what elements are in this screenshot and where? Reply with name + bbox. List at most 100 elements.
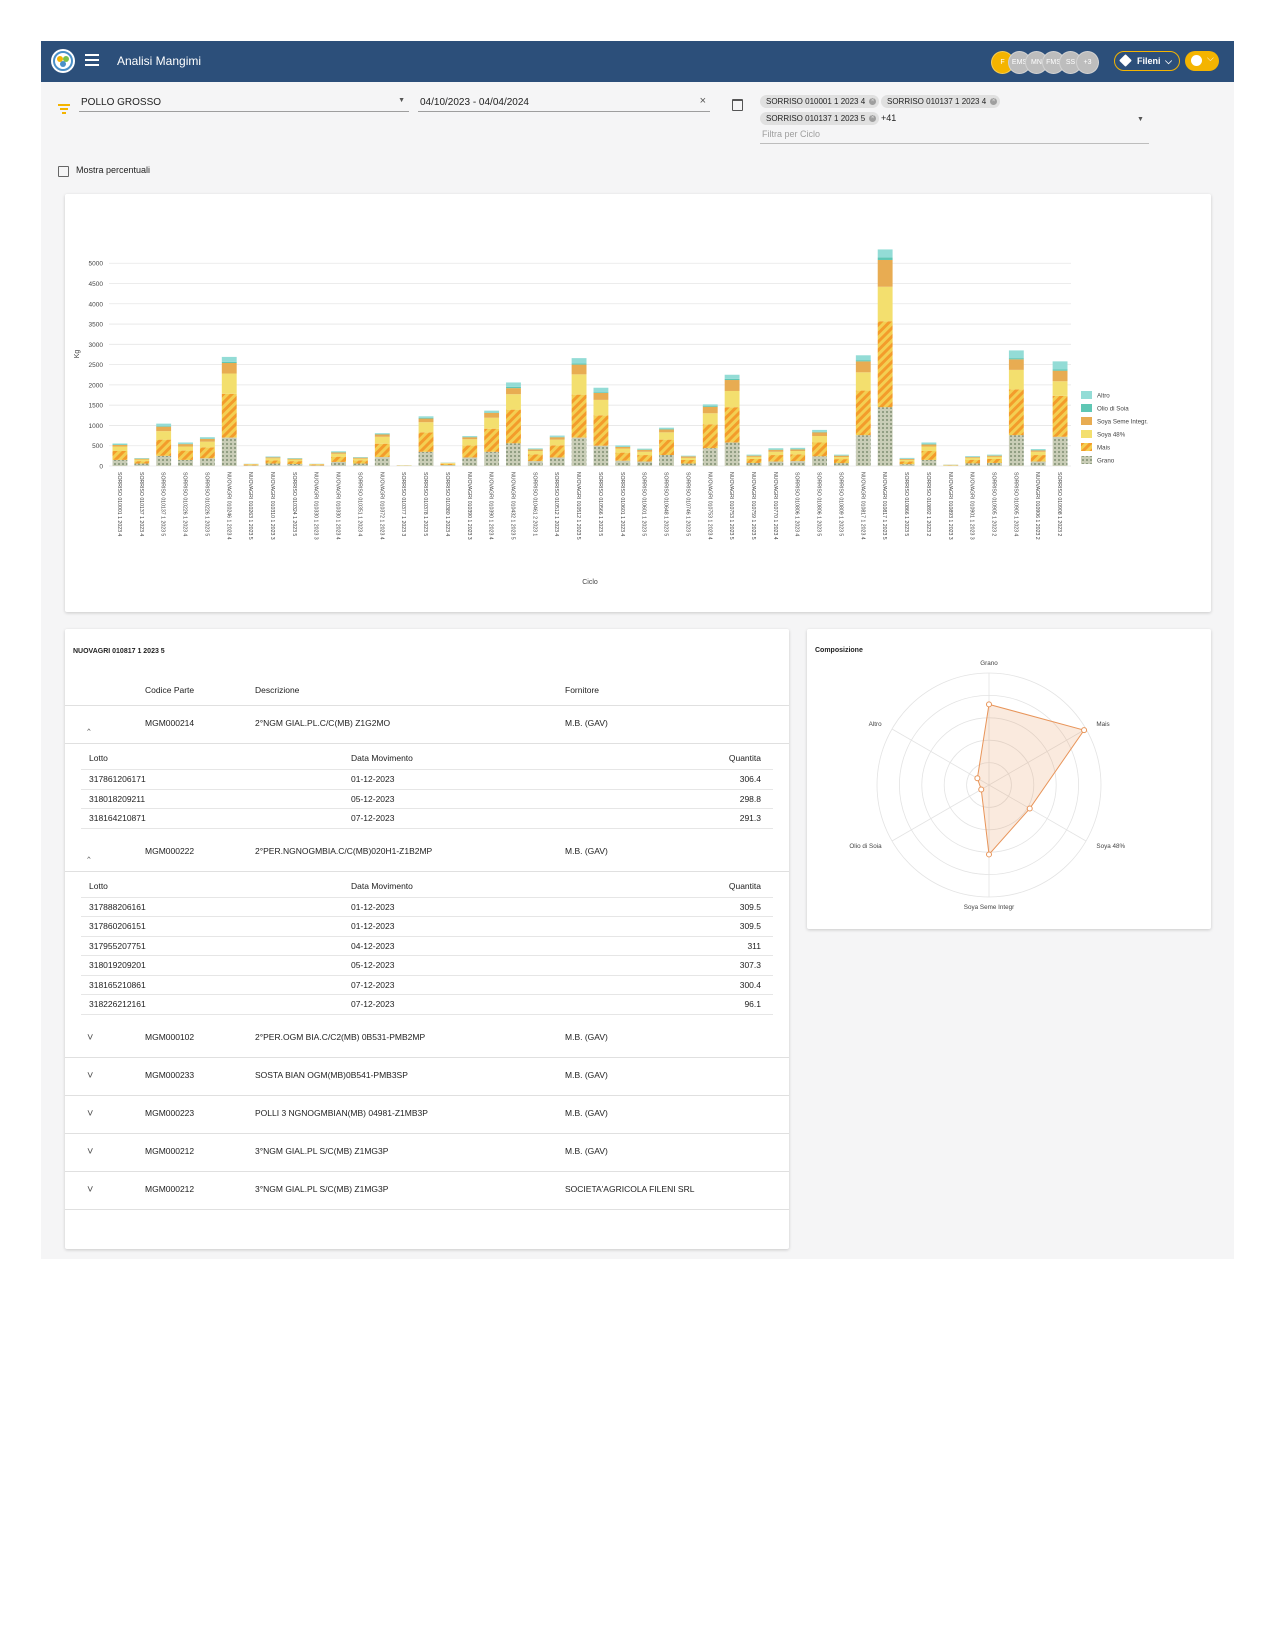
legend-swatch xyxy=(1081,443,1092,451)
part-supplier: M.B. (GAV) xyxy=(565,1107,608,1118)
lot-column-header: Quantita xyxy=(728,753,761,763)
bar-segment xyxy=(790,447,806,450)
x-tick-label: NUOVAGRI 010817 1 2023 4 xyxy=(859,472,865,540)
part-row[interactable]: ‸ MGM000214 2°NGM GIAL.PL.C/C(MB) Z1G2MO M.… xyxy=(65,705,789,744)
chevron-icon[interactable]: ˅ xyxy=(87,1107,94,1120)
y-tick-label: 2000 xyxy=(89,382,104,389)
radar-axis-label: Soya Seme Integr xyxy=(964,904,1014,911)
cycle-chip[interactable]: SORRISO 010137 1 2023 4 × xyxy=(881,95,1001,108)
x-tick-label: SORRISO 010908 1 2023 2 xyxy=(1056,472,1062,536)
cycle-chip[interactable]: SORRISO 010001 1 2023 4 × xyxy=(760,95,880,108)
bar-segment xyxy=(1052,381,1068,396)
bar-segment xyxy=(506,382,521,387)
percent-checkbox[interactable] xyxy=(58,166,69,177)
x-tick-label: SORRISO 010866 1 2023 5 xyxy=(903,472,909,536)
app-bar: Analisi Mangimi F EMS MN FMS SS +3 Fileni ⌵ ⌵ xyxy=(41,41,1234,82)
bar-segment xyxy=(527,450,543,455)
dropdown-arrow-icon[interactable]: ▼ xyxy=(1137,116,1144,123)
bar-segment xyxy=(680,456,696,458)
product-select[interactable]: POLLO GROSSO ▼ xyxy=(79,95,409,112)
bar-segment xyxy=(593,445,609,466)
lot-lot: 318019209201 xyxy=(89,960,146,970)
chevron-icon[interactable]: ‸ xyxy=(87,719,91,731)
cycle-chip[interactable]: SORRISO 010137 1 2023 5 × xyxy=(760,112,880,125)
chevron-icon[interactable]: ˅ xyxy=(87,1145,94,1158)
bar-segment xyxy=(812,442,828,457)
bar-segment xyxy=(921,459,937,466)
bar-segment xyxy=(484,417,500,429)
company-selector-button[interactable]: Fileni ⌵ xyxy=(1114,51,1180,71)
radar-area xyxy=(976,703,1085,856)
bar-segment xyxy=(724,378,740,381)
bar-segment xyxy=(112,450,128,460)
bar-segment xyxy=(462,457,478,466)
bar-segment xyxy=(265,463,281,466)
x-tick-label: NUOVAGRI 010390 1 2023 4 xyxy=(488,472,494,540)
chevron-icon[interactable]: ˅ xyxy=(87,1069,94,1082)
y-axis-label: Kg xyxy=(74,350,81,359)
lot-header-row: Lotto Data Movimento Quantita xyxy=(81,875,773,898)
bar-segment xyxy=(702,413,718,425)
collaborator-avatar[interactable]: +3 xyxy=(1076,51,1099,74)
x-tick-label: NUOVAGRI 010330 1 2023 4 xyxy=(335,472,341,540)
hamburger-menu-icon[interactable] xyxy=(85,54,99,68)
bar-segment xyxy=(418,417,434,419)
part-row[interactable]: ˅ MGM000233 SOSTA BIAN OGM(MB)0B541-PMB3SP… xyxy=(65,1057,789,1096)
bar-segment xyxy=(987,454,1002,456)
part-row[interactable]: ‸ MGM000222 2°PER.NGNOGMBIA.C/C(MB)020H1-Z… xyxy=(65,833,789,872)
part-row[interactable]: ˅ MGM000212 3°NGM GIAL.PL S/C(MB) Z1MG3P SO… xyxy=(65,1171,789,1210)
bar-segment xyxy=(199,447,215,459)
more-chips-count[interactable]: +41 xyxy=(881,113,897,123)
legend-swatch xyxy=(1081,456,1092,464)
radar-point xyxy=(1081,727,1088,734)
clear-icon[interactable]: × xyxy=(699,95,706,107)
bar-segment xyxy=(833,463,849,466)
user-menu-button[interactable]: ⌵ xyxy=(1185,51,1219,71)
bar-segment xyxy=(702,404,718,406)
chevron-icon[interactable]: ‸ xyxy=(87,846,91,859)
lot-row: 318165210861 07-12-2023 300.4 xyxy=(81,975,773,995)
bar-segment xyxy=(637,448,653,450)
chip-remove-icon[interactable]: × xyxy=(869,115,877,122)
x-tick-label: NUOVAGRI 010753 1 2023 5 xyxy=(728,472,734,540)
date-range-field[interactable]: 04/10/2023 - 04/04/2024 × xyxy=(418,95,710,112)
bar-segment xyxy=(571,437,587,466)
bar-segment xyxy=(1008,358,1024,360)
x-tick-label: NUOVAGRI 010263 1 2023 5 xyxy=(247,472,253,540)
bar-segment xyxy=(680,463,696,466)
chip-remove-icon[interactable]: × xyxy=(990,98,998,105)
lot-date: 07-12-2023 xyxy=(351,999,395,1009)
x-tick-label: NUOVAGRI 010390 1 2023 3 xyxy=(466,472,472,540)
lot-row: 318019209201 05-12-2023 307.3 xyxy=(81,955,773,976)
lot-qty: 306.4 xyxy=(739,774,761,784)
bar-segment xyxy=(965,457,981,458)
bar-segment xyxy=(287,459,303,462)
calendar-icon[interactable] xyxy=(732,99,743,111)
bar-segment xyxy=(790,449,806,451)
part-row[interactable]: ˅ MGM000212 3°NGM GIAL.PL S/C(MB) Z1MG3P M.… xyxy=(65,1133,789,1172)
bar-segment xyxy=(418,451,434,466)
chevron-icon[interactable]: ˅ xyxy=(87,1031,94,1044)
bar-segment xyxy=(768,449,784,452)
lot-date: 04-12-2023 xyxy=(351,940,395,951)
app-logo[interactable] xyxy=(51,49,75,73)
x-tick-label: SORRISO 010601 1 2023 5 xyxy=(641,472,647,536)
lot-lot: 318226212161 xyxy=(89,999,146,1009)
chip-remove-icon[interactable]: × xyxy=(869,98,877,105)
filter-icon[interactable] xyxy=(58,104,70,116)
bar-segment xyxy=(899,457,915,459)
cycle-filter-input[interactable]: Filtra per Ciclo xyxy=(760,127,1149,144)
bar-segment xyxy=(593,399,609,416)
part-code: MGM000102 xyxy=(145,1031,195,1042)
bar-segment xyxy=(1008,350,1024,359)
part-row[interactable]: ˅ MGM000102 2°PER.OGM BIA.C/C2(MB) 0B531-P… xyxy=(65,1019,789,1058)
chevron-icon[interactable]: ˅ xyxy=(87,1183,94,1196)
part-row[interactable]: ˅ MGM000223 POLLI 3 NGNOGMBIAN(MB) 04981-Z… xyxy=(65,1095,789,1134)
bar-segment xyxy=(331,453,347,457)
chip-label: SORRISO 010137 1 2023 4 xyxy=(887,97,987,106)
legend-label: Soya Seme Integr. xyxy=(1097,419,1148,426)
account-icon xyxy=(1191,55,1202,66)
bar-segment xyxy=(418,422,434,433)
detail-table-card: NUOVAGRI 010817 1 2023 5 Codice Parte Des… xyxy=(65,629,789,1249)
bar-segment xyxy=(812,431,828,433)
